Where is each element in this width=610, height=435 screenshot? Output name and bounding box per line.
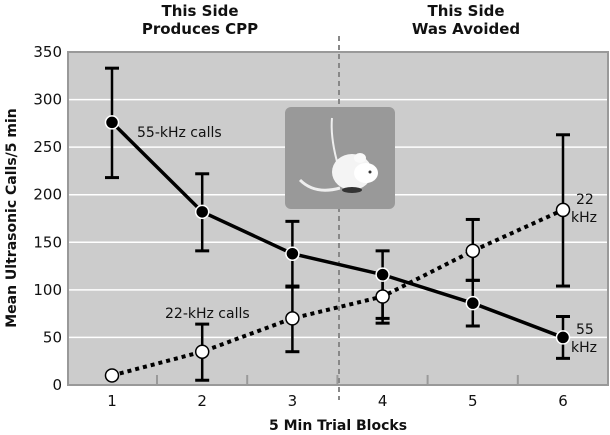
y-tick-label: 50	[43, 328, 62, 346]
y-tick-label: 300	[33, 91, 62, 109]
data-point	[555, 330, 571, 345]
data-point	[194, 204, 210, 220]
y-tick-label: 250	[33, 138, 62, 156]
y-tick-label: 200	[33, 186, 62, 204]
data-point	[375, 289, 390, 304]
y-tick-label: 350	[33, 43, 62, 61]
data-point	[285, 246, 300, 261]
series-label-22khz: 22-kHz calls	[165, 306, 250, 322]
data-point	[465, 295, 481, 311]
x-axis-title: 5 Min Trial Blocks	[269, 418, 407, 434]
y-tick-label: 0	[52, 376, 62, 394]
data-point	[104, 115, 120, 130]
region-label-left-line2: Produces CPP	[142, 20, 258, 38]
series-line-1	[111, 208, 564, 378]
x-tick-label: 4	[378, 392, 388, 410]
region-label-right-line1: This Side	[427, 2, 504, 20]
mouse-inset-image	[285, 107, 395, 209]
region-label-left-line1: This Side	[161, 2, 238, 20]
series-label-55khz: 55-kHz calls	[137, 125, 222, 141]
region-label-right-line2: Was Avoided	[412, 20, 520, 38]
end-label-22-line1: 22	[576, 192, 594, 208]
data-point	[465, 243, 481, 259]
y-tick-label: 100	[33, 281, 62, 299]
end-label-55-line1: 55	[576, 322, 594, 338]
x-tick-label: 3	[288, 392, 298, 410]
end-label-22-line2: kHz	[571, 210, 597, 226]
data-point	[104, 368, 120, 383]
series-line-0	[110, 121, 564, 340]
data-point	[194, 344, 210, 359]
data-point	[285, 311, 300, 326]
end-label-55-line2: kHz	[571, 340, 597, 356]
data-point	[555, 202, 571, 218]
x-tick-label: 1	[107, 392, 117, 410]
x-tick-label: 6	[558, 392, 568, 410]
y-tick-label: 150	[33, 233, 62, 251]
data-point	[375, 267, 390, 282]
x-tick-label: 5	[468, 392, 478, 410]
x-tick-label: 2	[197, 392, 207, 410]
y-axis-title: Mean Ultrasonic Calls/5 min	[4, 108, 20, 328]
